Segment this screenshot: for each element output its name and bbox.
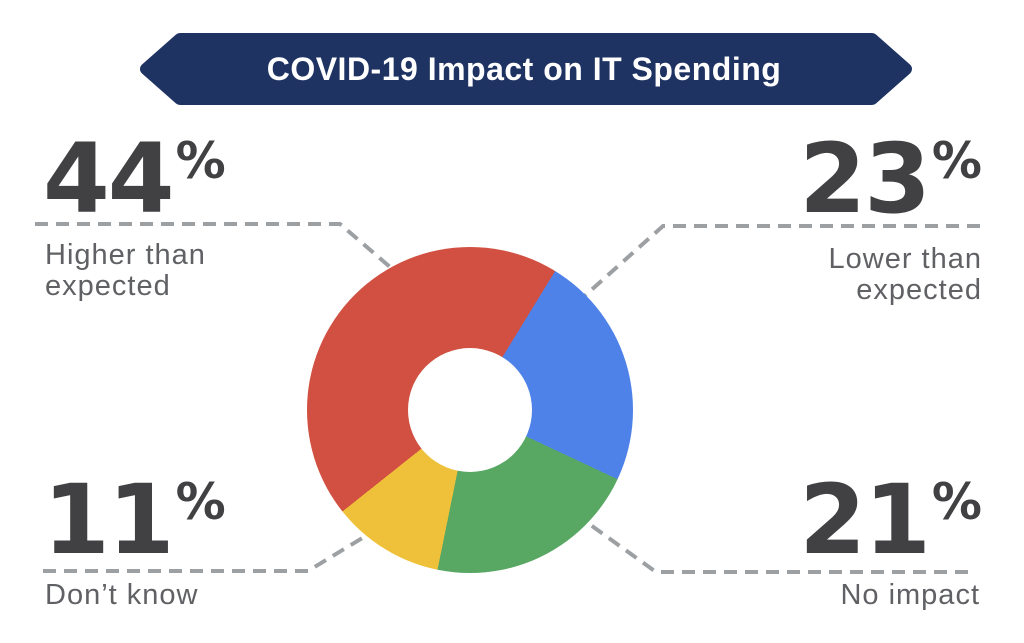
title-banner-ribbon — [140, 33, 912, 105]
stat-label-line: Don’t know — [45, 579, 199, 611]
donut-hole — [408, 348, 532, 472]
leader-line-bottom-left — [43, 501, 422, 573]
stat-label-line: expected — [45, 270, 171, 302]
stat-top-left: 44 % — [43, 131, 226, 227]
stat-label-bottom-right: No impact — [840, 580, 980, 611]
percent-sign: % — [931, 473, 982, 531]
stat-label-bottom-left: Don’t know — [45, 580, 198, 611]
banner-ribbon-shape — [140, 33, 912, 105]
stat-bottom-left: 11 % — [43, 472, 226, 568]
stat-label-top-left: Higher than expected — [45, 240, 206, 302]
page-title: COVID-19 Impact on IT Spending — [266, 50, 782, 87]
stat-number: 11 — [43, 464, 175, 576]
stat-label-line: Lower than — [828, 243, 982, 275]
stat-number: 44 — [43, 123, 175, 235]
stat-label-top-right: Lower than expected — [829, 244, 983, 306]
percent-sign: % — [931, 132, 982, 190]
stat-number: 21 — [799, 464, 931, 576]
donut-chart — [307, 247, 633, 573]
stat-bottom-right: 21 % — [799, 472, 982, 568]
stat-label-line: expected — [856, 274, 982, 306]
leader-line-top-left — [35, 222, 420, 293]
percent-sign: % — [175, 473, 226, 531]
stat-number: 23 — [799, 123, 931, 235]
stat-label-line: Higher than — [45, 239, 206, 271]
leader-line-bottom-right — [558, 501, 968, 574]
percent-sign: % — [175, 132, 226, 190]
stat-label-line: No impact — [840, 579, 980, 611]
stat-top-right: 23 % — [799, 131, 982, 227]
